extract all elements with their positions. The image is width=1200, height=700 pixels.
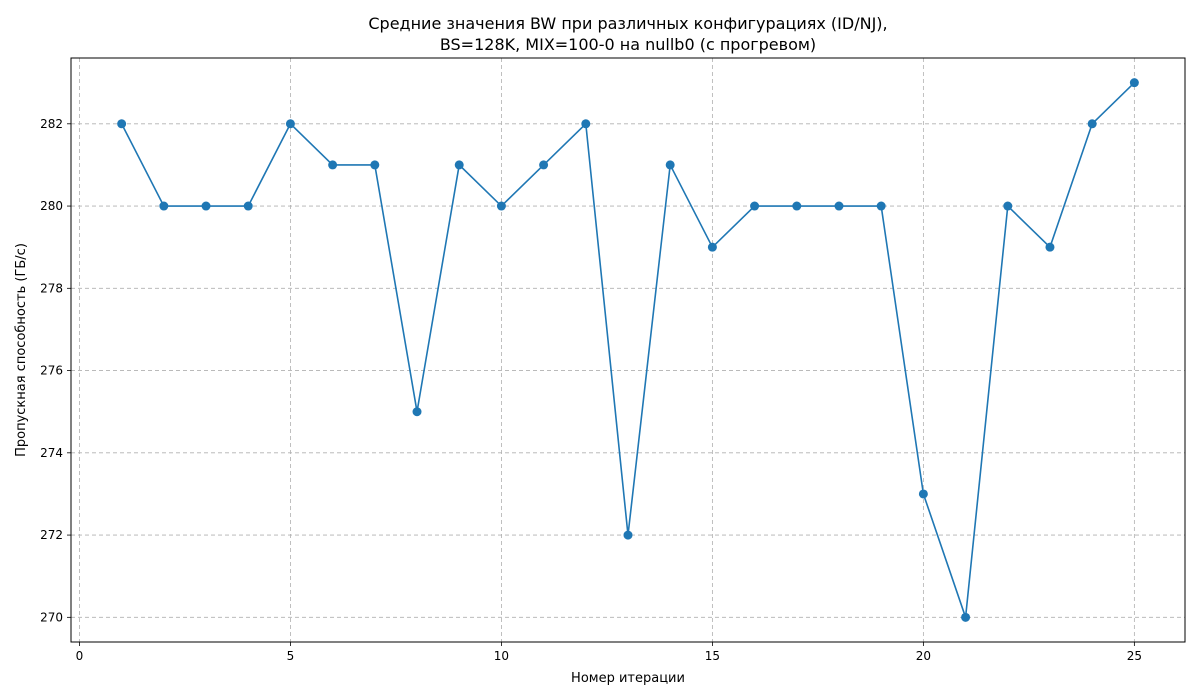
data-point: [1087, 119, 1097, 129]
data-point: [1129, 78, 1139, 88]
data-point: [285, 119, 295, 129]
data-point: [328, 160, 338, 170]
axis-ticks: 0 5 10 15 20 25 270 272 274 276 278 280 282: [40, 117, 1142, 663]
data-point: [665, 160, 675, 170]
x-tick-label: 15: [705, 649, 720, 663]
data-point: [1045, 242, 1055, 252]
data-point: [792, 201, 802, 211]
y-tick-label: 282: [40, 117, 63, 131]
data-point: [412, 407, 422, 417]
y-tick-label: 272: [40, 528, 63, 542]
data-point: [1003, 201, 1013, 211]
x-tick-label: 0: [76, 649, 84, 663]
data-point: [370, 160, 380, 170]
data-point: [623, 530, 633, 540]
plot-frame: [70, 57, 1186, 643]
y-tick-label: 274: [40, 446, 63, 460]
data-point: [159, 201, 169, 211]
data-point: [117, 119, 127, 129]
grid-lines: [71, 58, 1185, 642]
data-point: [750, 201, 760, 211]
x-tick-label: 20: [916, 649, 931, 663]
data-point: [961, 612, 971, 622]
y-tick-label: 276: [40, 364, 63, 378]
data-point: [201, 201, 211, 211]
y-axis-label: Пропускная способность (ГБ/с): [14, 243, 29, 457]
data-point: [918, 489, 928, 499]
data-point: [243, 201, 253, 211]
x-tick-label: 10: [494, 649, 509, 663]
data-point: [834, 201, 844, 211]
y-tick-label: 280: [40, 199, 63, 213]
y-tick-label: 270: [40, 610, 63, 624]
data-series: [117, 78, 1139, 622]
x-tick-label: 5: [287, 649, 295, 663]
data-point: [581, 119, 591, 129]
data-point: [454, 160, 464, 170]
data-point: [876, 201, 886, 211]
data-point: [496, 201, 506, 211]
chart-title-line1: Средние значения BW при различных конфиг…: [368, 14, 887, 33]
data-point: [539, 160, 549, 170]
x-tick-label: 25: [1127, 649, 1142, 663]
data-point: [707, 242, 717, 252]
y-tick-label: 278: [40, 281, 63, 295]
chart-title-line2: BS=128K, MIX=100-0 на nullb0 (с прогрево…: [440, 35, 816, 54]
x-axis-label: Номер итерации: [571, 671, 685, 686]
